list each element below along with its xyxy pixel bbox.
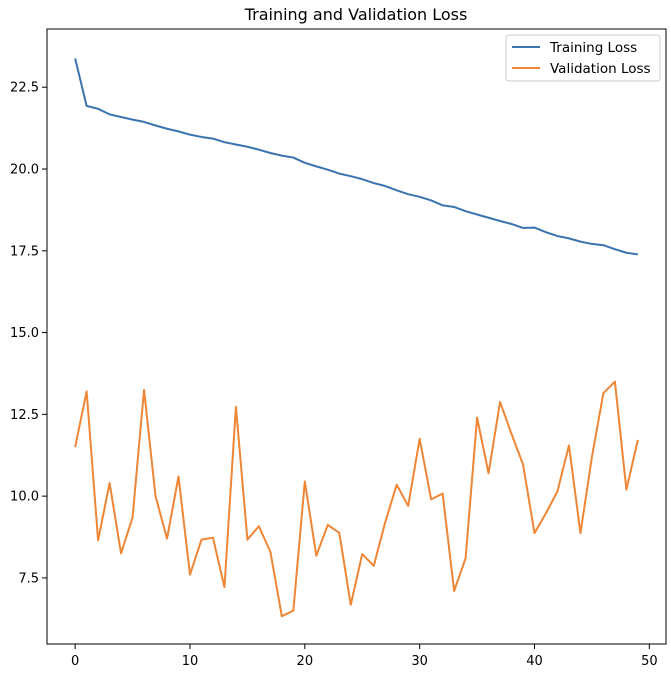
legend-label-training: Training Loss — [549, 40, 637, 56]
x-tick-label: 20 — [297, 654, 314, 669]
chart-title: Training and Validation Loss — [244, 5, 468, 24]
x-axis: 0 10 20 30 40 50 — [71, 644, 658, 669]
legend-box — [505, 34, 661, 82]
series-line-training-loss — [74, 58, 639, 256]
y-tick-label: 17.5 — [10, 244, 39, 259]
x-tick-label: 0 — [71, 654, 79, 669]
y-tick-label: 7.5 — [18, 571, 39, 586]
y-tick-label: 10.0 — [10, 490, 39, 505]
series-line-validation-loss — [74, 380, 639, 618]
x-tick-label: 50 — [641, 654, 658, 669]
y-tick-label: 22.5 — [10, 81, 39, 96]
plot-lines — [74, 58, 639, 618]
legend-label-validation: Validation Loss — [550, 61, 651, 77]
legend: Training Loss Validation Loss — [505, 34, 661, 82]
y-tick-label: 15.0 — [10, 326, 39, 341]
x-tick-label: 10 — [182, 654, 199, 669]
y-tick-label: 20.0 — [10, 163, 39, 178]
y-tick-label: 12.5 — [10, 408, 39, 423]
x-tick-label: 30 — [411, 654, 428, 669]
y-axis: 7.5 10.0 12.5 15.0 17.5 20.0 22.5 — [10, 81, 47, 586]
plot-frame — [46, 28, 667, 645]
x-tick-label: 40 — [526, 654, 543, 669]
